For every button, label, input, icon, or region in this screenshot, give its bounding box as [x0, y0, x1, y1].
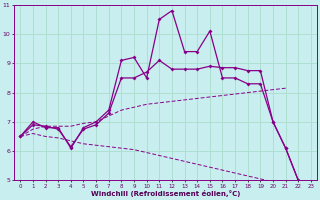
X-axis label: Windchill (Refroidissement éolien,°C): Windchill (Refroidissement éolien,°C): [91, 190, 240, 197]
